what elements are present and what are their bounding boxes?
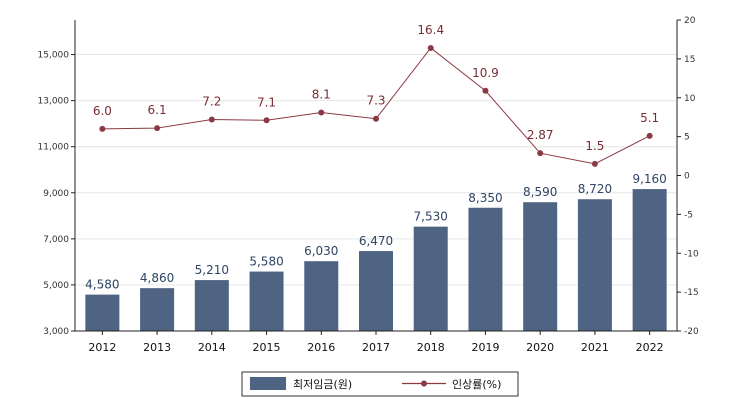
bar-value-label-2013: 4,860 bbox=[140, 271, 174, 285]
line-point-2017 bbox=[373, 115, 379, 122]
x-axis-ticks: 2012 2013 2014 2015 2016 2017 2018 2019 2020 2021… bbox=[88, 331, 664, 354]
line-value-label-2018: 16.4 bbox=[417, 23, 444, 37]
left-tick-label: 5,000 bbox=[43, 281, 69, 291]
right-tick-label: -5 bbox=[684, 210, 693, 220]
legend-bar-swatch bbox=[250, 377, 286, 390]
x-tick-label-2019: 2019 bbox=[471, 341, 499, 354]
right-tick-label: -15 bbox=[684, 288, 699, 298]
line-point-2015 bbox=[263, 117, 270, 124]
legend-bar-label: 최저임금(원) bbox=[293, 378, 352, 391]
line-point-2019 bbox=[482, 87, 489, 94]
right-tick-label: 20 bbox=[684, 16, 696, 26]
bar-value-label-2019: 8,350 bbox=[468, 191, 502, 205]
x-tick-label-2012: 2012 bbox=[88, 341, 116, 354]
line-point-2018 bbox=[427, 44, 434, 51]
bar-2022 bbox=[632, 189, 667, 331]
right-axis-ticks: -20 -15 -10 -5 0 5 10 15 20 bbox=[677, 16, 699, 337]
line-value-labels: 6.0 6.1 7.2 7.1 8.1 7.3 16.4 10.9 2.87 1.5 5.1 bbox=[93, 23, 659, 153]
left-tick-label: 15,000 bbox=[38, 51, 70, 61]
line-point-2020 bbox=[537, 150, 544, 157]
bar-value-label-2015: 5,580 bbox=[249, 255, 283, 269]
right-tick-label: -10 bbox=[684, 249, 699, 259]
grid-lines bbox=[75, 54, 677, 286]
line-value-label-2019: 10.9 bbox=[472, 66, 499, 80]
line-value-label-2022: 5.1 bbox=[640, 111, 659, 125]
left-tick-label: 13,000 bbox=[38, 97, 70, 107]
legend: 최저임금(원) 인상률(%) bbox=[241, 371, 519, 397]
line-value-label-2016: 8.1 bbox=[312, 88, 331, 102]
bar-2021 bbox=[577, 199, 612, 331]
x-tick-label-2017: 2017 bbox=[362, 341, 390, 354]
x-tick-label-2020: 2020 bbox=[526, 341, 554, 354]
x-tick-label-2021: 2021 bbox=[581, 341, 609, 354]
line-value-label-2015: 7.1 bbox=[257, 95, 276, 109]
line-point-2014 bbox=[208, 116, 215, 123]
legend-line-marker bbox=[421, 380, 427, 387]
line-point-2021 bbox=[591, 160, 598, 167]
right-tick-label: 15 bbox=[684, 55, 695, 65]
bar-value-label-2016: 6,030 bbox=[304, 244, 338, 258]
line-value-label-2012: 6.0 bbox=[93, 104, 112, 118]
bar-2020 bbox=[523, 202, 558, 331]
bar-2018 bbox=[413, 226, 448, 331]
x-tick-label-2015: 2015 bbox=[253, 341, 281, 354]
bar-2013 bbox=[140, 288, 175, 331]
right-tick-label: 10 bbox=[684, 94, 696, 104]
bar-value-label-2012: 4,580 bbox=[85, 278, 119, 292]
bar-2017 bbox=[359, 251, 393, 331]
line-point-2013 bbox=[154, 125, 161, 132]
line-value-label-2021: 1.5 bbox=[585, 139, 604, 153]
line-point-2016 bbox=[318, 109, 325, 116]
right-tick-label: -20 bbox=[684, 327, 699, 337]
right-tick-label: 0 bbox=[684, 172, 690, 182]
bar-value-label-2018: 7,530 bbox=[414, 210, 448, 224]
bar-2015 bbox=[249, 271, 284, 331]
x-tick-label-2014: 2014 bbox=[198, 341, 226, 354]
left-tick-label: 3,000 bbox=[43, 327, 69, 337]
left-tick-label: 9,000 bbox=[43, 189, 69, 199]
bar-value-label-2014: 5,210 bbox=[195, 263, 229, 277]
line-value-label-2014: 7.2 bbox=[202, 95, 221, 109]
left-axis-ticks: 3,000 5,000 7,000 9,000 11,000 13,000 15,000 bbox=[38, 51, 75, 337]
x-tick-label-2016: 2016 bbox=[307, 341, 335, 354]
right-tick-label: 5 bbox=[684, 133, 690, 143]
line-point-2022 bbox=[646, 132, 653, 139]
x-tick-label-2013: 2013 bbox=[143, 341, 171, 354]
bar-2014 bbox=[194, 280, 229, 331]
x-tick-label-2018: 2018 bbox=[417, 341, 445, 354]
bar-value-labels: 4,580 4,860 5,210 5,580 6,030 6,470 7,530 8,350… bbox=[85, 172, 667, 292]
legend-box bbox=[241, 371, 519, 397]
x-tick-label-2022: 2022 bbox=[636, 341, 664, 354]
bar-value-label-2017: 6,470 bbox=[359, 234, 393, 248]
line-value-label-2020: 2.87 bbox=[527, 128, 554, 142]
line-point-2012 bbox=[99, 125, 106, 132]
line-value-label-2017: 7.3 bbox=[366, 94, 385, 108]
bar-2019 bbox=[468, 207, 503, 331]
bar-2016 bbox=[304, 261, 339, 331]
left-tick-label: 11,000 bbox=[38, 143, 70, 153]
bar-value-label-2022: 9,160 bbox=[632, 172, 666, 186]
bar-value-label-2020: 8,590 bbox=[523, 185, 557, 199]
bar-series bbox=[85, 189, 667, 331]
line-series bbox=[99, 44, 653, 167]
bar-2012 bbox=[85, 294, 120, 331]
line-value-label-2013: 6.1 bbox=[148, 103, 167, 117]
bar-value-label-2021: 8,720 bbox=[578, 182, 612, 196]
left-tick-label: 7,000 bbox=[43, 235, 69, 245]
legend-line-label: 인상률(%) bbox=[452, 378, 501, 391]
